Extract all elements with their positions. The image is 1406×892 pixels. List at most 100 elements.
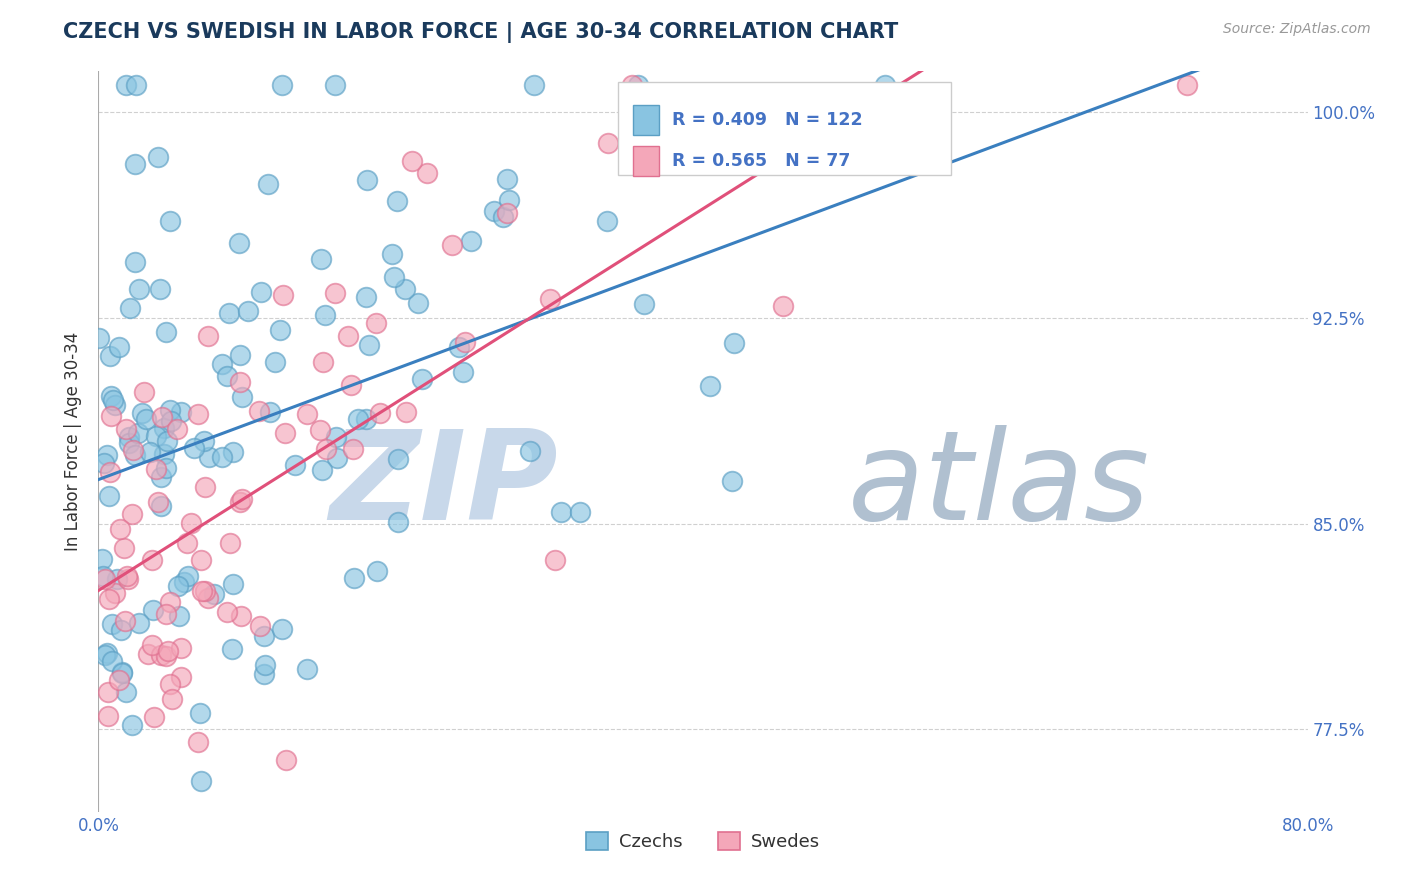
Point: [364, 316, 387, 330]
Point: [211, 450, 233, 464]
Point: [1175, 78, 1198, 92]
Point: [217, 369, 239, 384]
Point: [366, 564, 388, 578]
Point: [159, 402, 181, 417]
Point: [157, 644, 180, 658]
FancyBboxPatch shape: [633, 105, 659, 135]
Point: [315, 442, 337, 456]
Point: [104, 398, 127, 412]
Point: [97, 685, 120, 699]
Point: [284, 458, 307, 472]
Point: [633, 297, 655, 311]
Point: [100, 465, 122, 479]
Point: [312, 355, 335, 369]
Point: [314, 308, 336, 322]
Point: [354, 290, 377, 304]
Point: [96, 449, 118, 463]
Point: [93, 456, 115, 470]
Point: [153, 447, 176, 461]
Point: [498, 193, 520, 207]
Point: [166, 422, 188, 436]
Point: [309, 252, 332, 266]
Point: [148, 494, 170, 508]
Point: [131, 406, 153, 420]
Point: [167, 579, 190, 593]
Point: [120, 301, 142, 315]
Point: [699, 379, 721, 393]
Point: [98, 489, 121, 503]
Point: [269, 323, 291, 337]
Point: [122, 443, 145, 458]
Point: [264, 354, 287, 368]
Point: [254, 658, 277, 673]
Point: [538, 293, 561, 307]
Point: [231, 609, 253, 624]
Point: [114, 615, 136, 629]
Point: [188, 706, 211, 720]
Point: [136, 647, 159, 661]
Point: [155, 325, 177, 339]
Point: [274, 753, 297, 767]
Point: [202, 587, 225, 601]
Point: [274, 426, 297, 441]
Point: [141, 553, 163, 567]
Point: [108, 340, 131, 354]
Point: [91, 569, 114, 583]
Point: [135, 412, 157, 426]
Point: [173, 574, 195, 589]
Point: [550, 505, 572, 519]
Point: [127, 425, 149, 440]
Point: [326, 450, 349, 465]
Point: [114, 78, 136, 92]
Point: [451, 365, 474, 379]
Point: [229, 375, 252, 389]
Point: [249, 404, 271, 418]
Point: [124, 157, 146, 171]
Point: [519, 444, 541, 458]
Point: [249, 619, 271, 633]
Point: [231, 492, 253, 507]
Point: [222, 445, 245, 459]
Point: [721, 474, 744, 488]
Point: [325, 430, 347, 444]
Point: [101, 654, 124, 668]
Point: [124, 255, 146, 269]
Text: atlas: atlas: [848, 425, 1150, 547]
Point: [271, 622, 294, 636]
Point: [100, 389, 122, 403]
Point: [194, 479, 217, 493]
Point: [89, 330, 111, 344]
Point: [401, 153, 423, 168]
Point: [139, 444, 162, 458]
Point: [381, 246, 404, 260]
Point: [115, 568, 138, 582]
Point: [110, 666, 132, 681]
Point: [236, 304, 259, 318]
Point: [150, 648, 173, 662]
Point: [215, 605, 238, 619]
Point: [118, 430, 141, 444]
Point: [159, 595, 181, 609]
Point: [395, 405, 418, 419]
Text: R = 0.409   N = 122: R = 0.409 N = 122: [672, 112, 862, 129]
Point: [253, 629, 276, 643]
Point: [148, 150, 170, 164]
Point: [111, 665, 134, 679]
Point: [132, 384, 155, 399]
Point: [387, 194, 409, 208]
Point: [176, 536, 198, 550]
Text: CZECH VS SWEDISH IN LABOR FORCE | AGE 30-34 CORRELATION CHART: CZECH VS SWEDISH IN LABOR FORCE | AGE 30…: [63, 22, 898, 44]
Point: [357, 337, 380, 351]
Point: [128, 615, 150, 630]
Point: [408, 296, 430, 310]
Point: [190, 773, 212, 788]
Point: [495, 206, 517, 220]
Point: [149, 470, 172, 484]
Point: [416, 166, 439, 180]
Point: [596, 136, 619, 150]
Point: [387, 516, 409, 530]
Point: [96, 646, 118, 660]
Text: ZIP: ZIP: [329, 425, 558, 547]
Point: [197, 591, 219, 606]
Point: [368, 406, 391, 420]
